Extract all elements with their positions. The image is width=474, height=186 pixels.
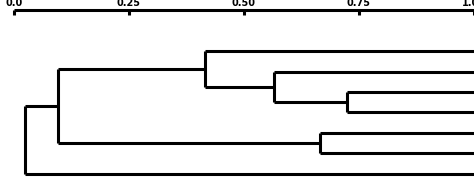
Text: 0.50: 0.50 (232, 0, 256, 8)
Text: 0.75: 0.75 (347, 0, 371, 8)
Text: 0.25: 0.25 (117, 0, 141, 8)
Text: 0.0: 0.0 (5, 0, 22, 8)
Text: 1.00: 1.00 (462, 0, 474, 8)
